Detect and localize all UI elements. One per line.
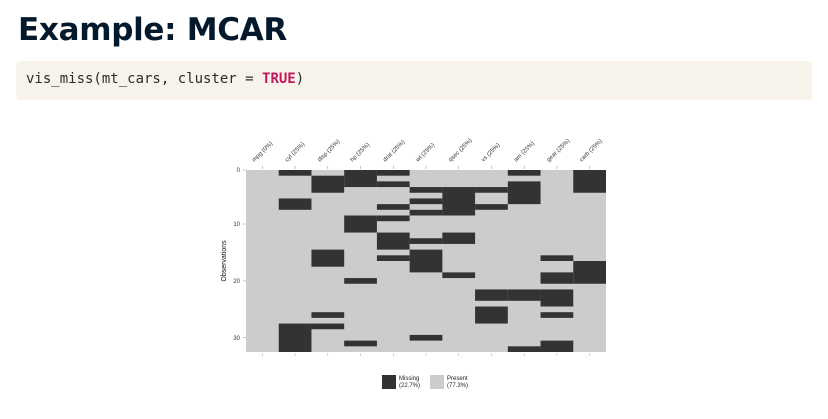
missing-block [442, 187, 476, 216]
missing-block [409, 198, 443, 205]
missing-block [442, 272, 476, 279]
legend-label: Present [447, 376, 468, 382]
missing-block [344, 340, 377, 347]
y-tick-label: 20 [233, 279, 240, 285]
column-label: wt (25%) [414, 142, 436, 164]
missing-block [507, 289, 541, 301]
missingness-plot: mpg (0%) cyl (25%) disp (25%) hp (25%) drat … [200, 120, 640, 415]
missing-block [344, 278, 377, 284]
missing-block [311, 249, 345, 267]
y-axis-title: Observations [221, 240, 228, 282]
missing-block [344, 170, 377, 188]
legend-swatch-1 [430, 375, 444, 389]
missing-block [442, 232, 476, 244]
slide-title: Example: MCAR [18, 12, 287, 48]
missing-block [540, 312, 574, 318]
column-label: drat (25%) [382, 139, 406, 163]
missing-block [376, 204, 410, 210]
missing-block [507, 346, 541, 352]
code-block: vis_miss(mt_cars, cluster = TRUE) [16, 61, 812, 100]
legend-percent: (22.7%) [399, 383, 420, 389]
legend-percent: (77.3%) [447, 383, 468, 389]
missing-block [376, 181, 410, 188]
missing-block [344, 215, 377, 233]
missing-block [278, 170, 312, 176]
missing-block [507, 170, 541, 176]
code-text-end: ) [295, 71, 305, 87]
column-label: qsec (25%) [448, 138, 474, 164]
y-tick-label: 0 [237, 168, 241, 174]
column-label: disp (25%) [317, 139, 342, 164]
missing-block [409, 334, 443, 341]
column-label: gear (25%) [546, 138, 571, 163]
missing-block [376, 232, 410, 250]
y-tick-label: 30 [233, 336, 240, 342]
missing-block [311, 175, 345, 193]
column-label: mpg (0%) [252, 141, 275, 164]
legend-swatch-0 [382, 375, 396, 389]
missing-block [573, 261, 606, 284]
missing-block [540, 340, 574, 352]
missing-block [376, 170, 410, 176]
missing-block [278, 198, 312, 210]
missing-block [475, 306, 508, 324]
y-tick-label: 10 [233, 222, 240, 228]
missingness-heatmap: mpg (0%) cyl (25%) disp (25%) hp (25%) drat … [221, 138, 606, 389]
missing-block [409, 209, 443, 216]
missing-block [278, 323, 312, 352]
column-label: cyl (25%) [284, 141, 306, 163]
missing-block [475, 187, 508, 193]
missing-block [376, 255, 410, 261]
column-label: hp (25%) [350, 142, 371, 163]
missing-block [409, 249, 443, 273]
missing-block [311, 323, 345, 330]
column-label: carb (25%) [579, 138, 604, 163]
missing-block [409, 187, 443, 193]
missing-block [507, 181, 541, 205]
missing-block [573, 170, 606, 193]
missing-block [540, 289, 574, 307]
column-label: vs (25%) [481, 142, 502, 163]
missing-block [409, 238, 443, 244]
missing-block [540, 272, 574, 284]
legend-label: Missing [399, 376, 419, 382]
code-text: vis_miss(mt_cars, cluster = [26, 71, 263, 87]
missing-block [311, 312, 345, 318]
missing-block [376, 215, 410, 222]
missing-block [475, 289, 508, 301]
code-keyword: TRUE [262, 71, 296, 87]
column-label: am (25%) [513, 141, 536, 164]
missing-block [540, 255, 574, 261]
missing-block [475, 204, 508, 210]
